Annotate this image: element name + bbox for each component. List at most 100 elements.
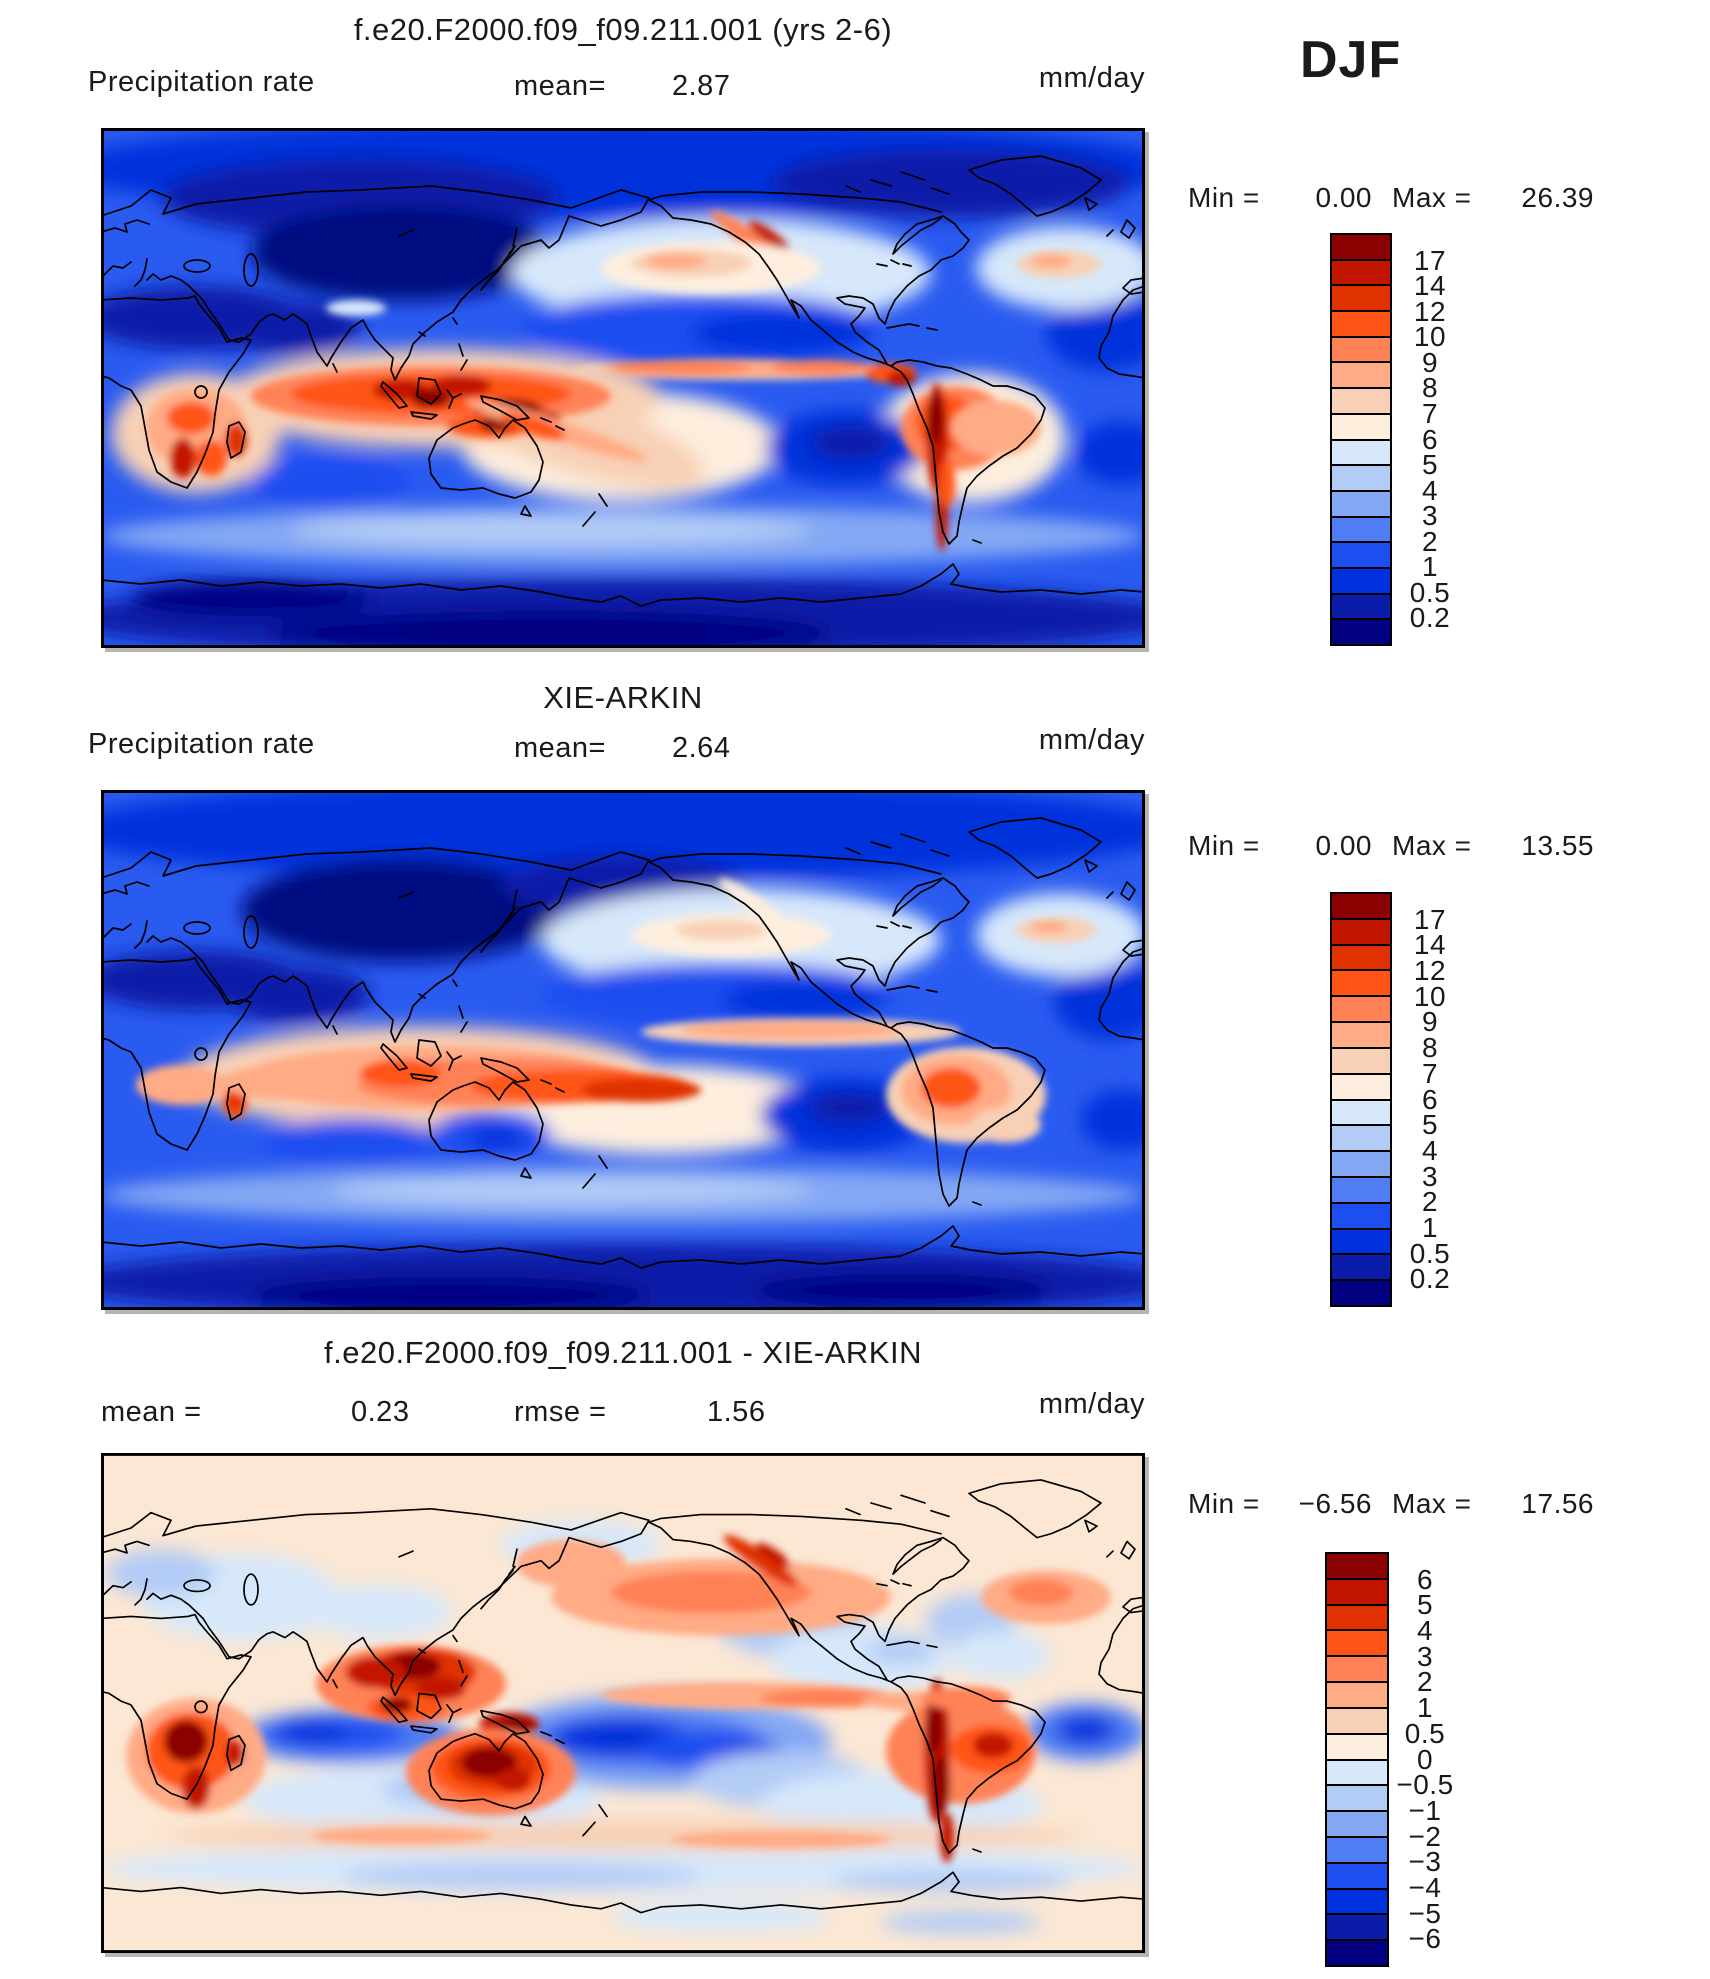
colorbar-tick-label: 5 (1421, 449, 1439, 481)
panel3-units: mm/day (1038, 1388, 1145, 1420)
colorbar-cell (1332, 566, 1390, 593)
colorbar-cell (1332, 235, 1390, 259)
colorbar-cell (1332, 1175, 1390, 1202)
colorbar-tick-label: 4 (1421, 474, 1439, 506)
colorbar-tick-label: 0.5 (1409, 1237, 1451, 1269)
colorbar-cell (1332, 387, 1390, 413)
panel2-field-label: Precipitation rate (88, 728, 315, 760)
colorbar-cell (1332, 995, 1390, 1022)
colorbar-tick-label: −0.5 (1396, 1769, 1454, 1801)
panel3-min-value: −6.56 (1298, 1488, 1372, 1519)
colorbar-cell (1332, 464, 1390, 490)
colorbar-cell (1332, 1253, 1390, 1280)
colorbar-cell (1327, 1939, 1387, 1965)
colorbar-cell (1332, 515, 1390, 542)
colorbar-tick-label: 6 (1421, 423, 1439, 455)
colorbar-cell (1332, 1150, 1390, 1176)
colorbar-tick-label: 2 (1421, 1186, 1439, 1218)
colorbar-cell (1327, 1655, 1387, 1682)
panel2-mean-label: mean= (514, 732, 606, 764)
colorbar-tick-label: 6 (1416, 1563, 1434, 1595)
colorbar-cell (1332, 361, 1390, 388)
colorbar-cell (1332, 335, 1390, 362)
colorbar-tick-label: 14 (1413, 270, 1447, 302)
colorbar-tick-label: 8 (1421, 1032, 1439, 1064)
colorbar-tick-label: 10 (1413, 321, 1447, 353)
colorbar-cell (1332, 541, 1390, 567)
colorbar-tick-label: −5 (1408, 1897, 1442, 1929)
panel1-min-label: Min = (1188, 182, 1260, 213)
season-label: DJF (1300, 31, 1402, 89)
panel2-min-label: Min = (1188, 830, 1260, 861)
colorbar-tick-label: 0.2 (1409, 1263, 1451, 1295)
colorbar-tick-label: 7 (1421, 1057, 1439, 1089)
panel1-units: mm/day (1038, 62, 1145, 94)
colorbar-cell (1332, 284, 1390, 311)
colorbar-cell (1327, 1554, 1387, 1578)
colorbar-tick-label: 0 (1416, 1743, 1434, 1775)
colorbar-cell (1332, 969, 1390, 996)
colorbar-tick-label: 4 (1421, 1134, 1439, 1166)
colorbar-cell (1327, 1706, 1387, 1733)
colorbar-cell (1332, 1279, 1390, 1305)
panel1-title: f.e20.F2000.f09_f09.211.001 (yrs 2-6) (353, 12, 893, 47)
colorbar-tick-label: 3 (1421, 500, 1439, 532)
colorbar-cell (1327, 1758, 1387, 1785)
panel3-mean-label: mean = (101, 1396, 202, 1428)
colorbar-tick-label: 5 (1421, 1109, 1439, 1141)
panel3-mean-value: 0.23 (351, 1396, 410, 1428)
colorbar-cell (1332, 310, 1390, 336)
panel1-max-value: 26.39 (1521, 182, 1594, 213)
colorbar-tick-label: 8 (1421, 372, 1439, 404)
colorbar-tick-label: 14 (1413, 929, 1447, 961)
panel3-colorbar: 6 5 4 3 2 1 0.5 0 −0.5 −1 −2 −3 −4 −5 −6 (1325, 1552, 1453, 1967)
colorbar-cell (1332, 1124, 1390, 1151)
colorbar-cell (1332, 489, 1390, 516)
panel3-min-label: Min = (1188, 1488, 1260, 1519)
colorbar-tick-label: 1 (1416, 1692, 1434, 1724)
colorbar-cell (1332, 592, 1390, 619)
diff-precip-map (101, 1453, 1145, 1953)
colorbar-cell (1332, 1072, 1390, 1099)
panel2-min-value: 0.00 (1315, 830, 1372, 861)
colorbar-tick-label: 12 (1413, 295, 1447, 327)
colorbar-tick-label: 0.5 (1404, 1717, 1446, 1749)
colorbar-tick-label: 0.5 (1409, 576, 1451, 608)
colorbar-tick-label: 2 (1416, 1666, 1434, 1698)
panel2-max-value: 13.55 (1521, 830, 1594, 861)
colorbar-tick-label: −6 (1408, 1923, 1442, 1955)
colorbar-cell (1332, 618, 1390, 644)
panel3-rmse-value: 1.56 (707, 1396, 766, 1428)
panel2-colorbar: 17 14 12 10 9 8 7 6 5 4 3 2 1 0.5 0.2 (1330, 892, 1450, 1307)
colorbar-cell (1332, 258, 1390, 285)
colorbar-cell (1327, 1784, 1387, 1811)
colorbar-cell (1327, 1810, 1387, 1836)
colorbar-tick-label: 7 (1421, 397, 1439, 429)
panel1-field-label: Precipitation rate (88, 66, 315, 98)
colorbar-tick-label: 6 (1421, 1083, 1439, 1115)
panel3-max-label: Max = (1392, 1488, 1472, 1519)
colorbar-cell (1327, 1732, 1387, 1759)
colorbar-cell (1332, 894, 1390, 918)
colorbar-cell (1327, 1861, 1387, 1888)
colorbar-tick-label: −2 (1408, 1820, 1442, 1852)
panel3-max-value: 17.56 (1521, 1488, 1594, 1519)
colorbar-cell (1327, 1913, 1387, 1940)
colorbar-cell (1332, 412, 1390, 439)
panel1-colorbar: 17 14 12 10 9 8 7 6 5 4 3 2 1 0.5 0.2 (1330, 233, 1450, 646)
colorbar-cell (1327, 1603, 1387, 1630)
colorbar-cell (1332, 1098, 1390, 1125)
colorbar-cell (1327, 1835, 1387, 1862)
colorbar-cell (1332, 917, 1390, 944)
colorbar-tick-label: 9 (1421, 1006, 1439, 1038)
colorbar-tick-label: 3 (1421, 1160, 1439, 1192)
colorbar-cell (1332, 1021, 1390, 1047)
panel2-units: mm/day (1038, 724, 1145, 756)
colorbar-tick-label: 1 (1421, 1211, 1439, 1243)
colorbar-cell (1327, 1887, 1387, 1914)
panel3-title: f.e20.F2000.f09_f09.211.001 - XIE-ARKIN (324, 1335, 922, 1370)
colorbar-tick-label: 4 (1416, 1615, 1434, 1647)
panel2-mean-value: 2.64 (672, 732, 731, 764)
colorbar-cell (1332, 438, 1390, 465)
